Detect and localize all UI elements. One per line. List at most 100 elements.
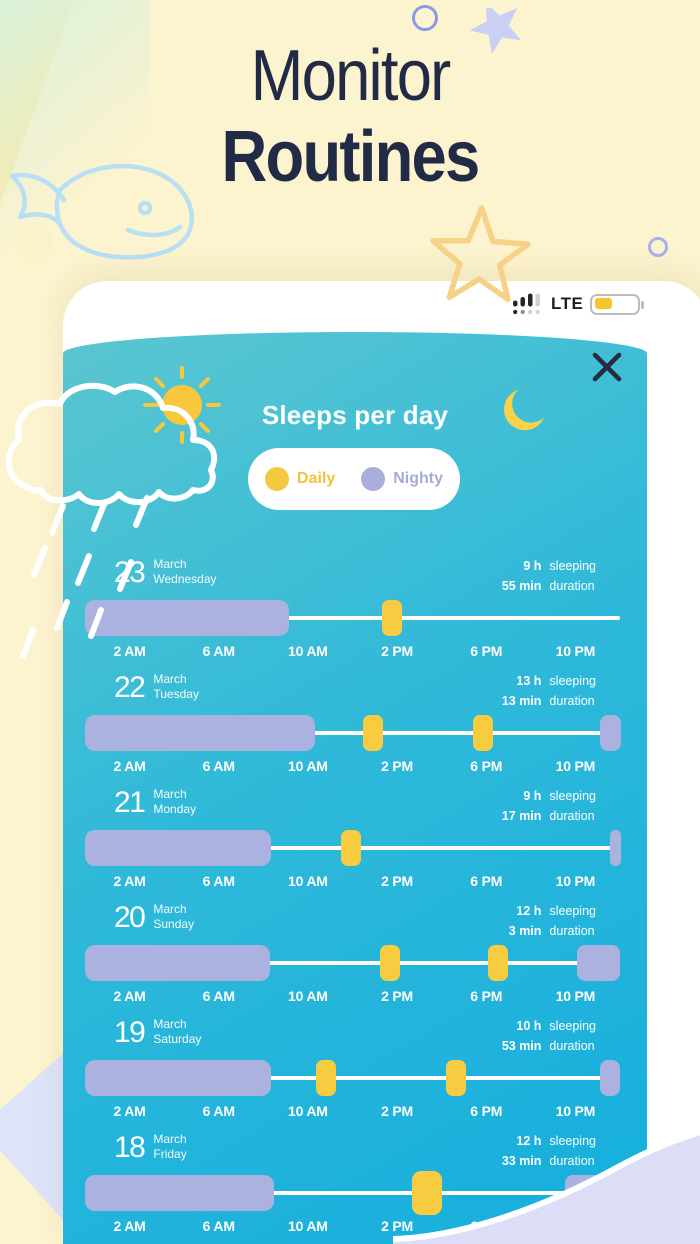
sleep-duration: 10 h sleeping 53 min duration: [502, 1017, 620, 1056]
time-axis: 2 AM 6 AM 10 AM 2 PM 6 PM 10 PM: [85, 1103, 620, 1119]
sleep-hours-label: sleeping: [549, 904, 596, 918]
daily-nighty-toggle: Daily Nighty: [248, 448, 460, 510]
sleep-duration: 9 h sleeping 55 min duration: [502, 557, 620, 596]
time-label: 10 AM: [288, 988, 328, 1004]
time-label: 6 PM: [470, 1103, 503, 1119]
time-label: 10 PM: [555, 873, 596, 889]
close-button[interactable]: [590, 350, 624, 384]
sleep-minutes-value: 17 min: [501, 808, 542, 823]
time-label: 2 AM: [113, 988, 146, 1004]
time-axis: 2 AM 6 AM 10 AM 2 PM 6 PM 10 PM: [85, 873, 620, 889]
time-label: 2 AM: [113, 758, 146, 774]
sleep-sheet: Sleeps per day Daily Nighty 23 March Wed…: [63, 332, 647, 1244]
time-label: 10 PM: [555, 1103, 596, 1119]
timeline-line: [85, 961, 620, 965]
day-month: March: [153, 557, 187, 571]
battery-nub: [640, 300, 645, 309]
day-row: 22 March Tuesday 13 h sleeping 13 min du…: [85, 671, 622, 786]
time-label: 10 PM: [555, 643, 596, 659]
day-month: March: [153, 902, 187, 916]
day-month: March: [153, 787, 187, 801]
day-header: 23 March Wednesday 9 h sleeping 55 min d…: [85, 556, 620, 596]
star-outline-icon: [430, 205, 531, 303]
sleep-bar: [85, 600, 289, 636]
sleep-marker: [411, 1171, 442, 1215]
day-date: 19 March Saturday: [85, 1016, 201, 1056]
nighty-dot-icon[interactable]: [361, 467, 386, 491]
time-label: 10 AM: [288, 643, 328, 659]
sleep-duration: 12 h sleeping 3 min duration: [509, 902, 620, 941]
sleep-timeline: [85, 600, 620, 636]
time-label: 6 PM: [470, 643, 503, 659]
sleep-marker: [382, 600, 403, 636]
decorative-circle: [15, 224, 53, 262]
day-row: 20 March Sunday 12 h sleeping 3 min dura…: [85, 901, 620, 1016]
time-label: 2 PM: [381, 988, 414, 1004]
time-label: 2 AM: [113, 1103, 146, 1119]
time-label: 6 AM: [202, 988, 235, 1004]
sleep-bar: [85, 715, 316, 751]
sleep-marker: [315, 1060, 336, 1096]
hero-title-line2: Routines: [221, 117, 481, 197]
circle-outline-icon: [648, 237, 668, 257]
sleep-hours-value: 9 h: [523, 789, 542, 803]
time-label: 2 AM: [113, 873, 146, 889]
sleep-duration: 12 h sleeping 33 min duration: [502, 1132, 620, 1171]
day-date: 20 March Sunday: [85, 901, 194, 941]
sleep-duration: 13 h sleeping 13 min duration: [502, 672, 620, 711]
sleep-minutes-value: 55 min: [501, 578, 542, 593]
time-label: 2 AM: [113, 1218, 146, 1234]
time-label: 6 AM: [202, 1103, 235, 1119]
hero-title: Monitor Routines: [0, 36, 700, 198]
hero-title-line1: Monitor: [250, 36, 452, 116]
sleep-timeline: [85, 715, 622, 751]
close-icon: [592, 352, 622, 382]
sleep-marker: [362, 715, 383, 751]
time-label: 6 PM: [470, 873, 503, 889]
day-number: 19: [114, 1016, 146, 1049]
timeline-line: [85, 731, 620, 735]
day-row: 23 March Wednesday 9 h sleeping 55 min d…: [85, 556, 620, 671]
sleep-minutes-label: duration: [549, 1038, 595, 1053]
sleep-minutes-value: 53 min: [501, 1038, 542, 1053]
time-axis: 2 AM 6 AM 10 AM 2 PM 6 PM 10 PM: [85, 643, 620, 659]
toggle-option-daily[interactable]: Daily: [296, 470, 336, 487]
sleep-bar: [85, 830, 272, 866]
sleep-marker: [379, 945, 400, 981]
time-label: 10 PM: [555, 988, 596, 1004]
star-icon: [469, 8, 522, 55]
sleep-bar: [85, 1175, 274, 1211]
sleep-hours-label: sleeping: [549, 559, 596, 573]
sleep-minutes-value: 13 min: [501, 693, 542, 708]
sheet-title: Sleeps per day: [261, 400, 449, 430]
network-label: LTE: [551, 294, 584, 313]
day-row: 21 March Monday 9 h sleeping 17 min dura…: [85, 786, 622, 901]
time-axis: 2 AM 6 AM 10 AM 2 PM 6 PM 10 PM: [85, 758, 620, 774]
time-label: 2 AM: [113, 643, 146, 659]
day-weekday: Sunday: [153, 917, 195, 931]
toggle-option-nighty[interactable]: Nighty: [393, 470, 444, 487]
time-label: 10 AM: [288, 758, 328, 774]
sleep-marker: [488, 945, 509, 981]
sleep-cap: [600, 715, 622, 751]
whale-icon: [9, 163, 194, 260]
day-header: 22 March Tuesday 13 h sleeping 13 min du…: [85, 671, 620, 711]
daily-dot-icon[interactable]: [264, 467, 289, 491]
battery-fill: [595, 298, 612, 309]
day-header: 21 March Monday 9 h sleeping 17 min dura…: [85, 786, 620, 826]
rain-icon: [20, 495, 150, 659]
sleep-hours-value: 9 h: [523, 559, 542, 573]
sleep-minutes-value: 33 min: [501, 1153, 542, 1168]
sleep-timeline: [85, 830, 622, 866]
time-label: 2 PM: [381, 873, 414, 889]
time-label: 10 AM: [288, 1218, 328, 1234]
day-number: 20: [114, 901, 146, 934]
day-weekday: Friday: [153, 1147, 187, 1161]
day-month: March: [153, 1017, 187, 1031]
time-label: 10 AM: [288, 1103, 328, 1119]
day-date: 18 March Friday: [85, 1131, 187, 1171]
sleep-hours-label: sleeping: [549, 789, 596, 803]
sleep-cap: [600, 1060, 620, 1096]
time-label: 10 PM: [555, 758, 596, 774]
sleep-minutes-label: duration: [549, 1153, 595, 1168]
